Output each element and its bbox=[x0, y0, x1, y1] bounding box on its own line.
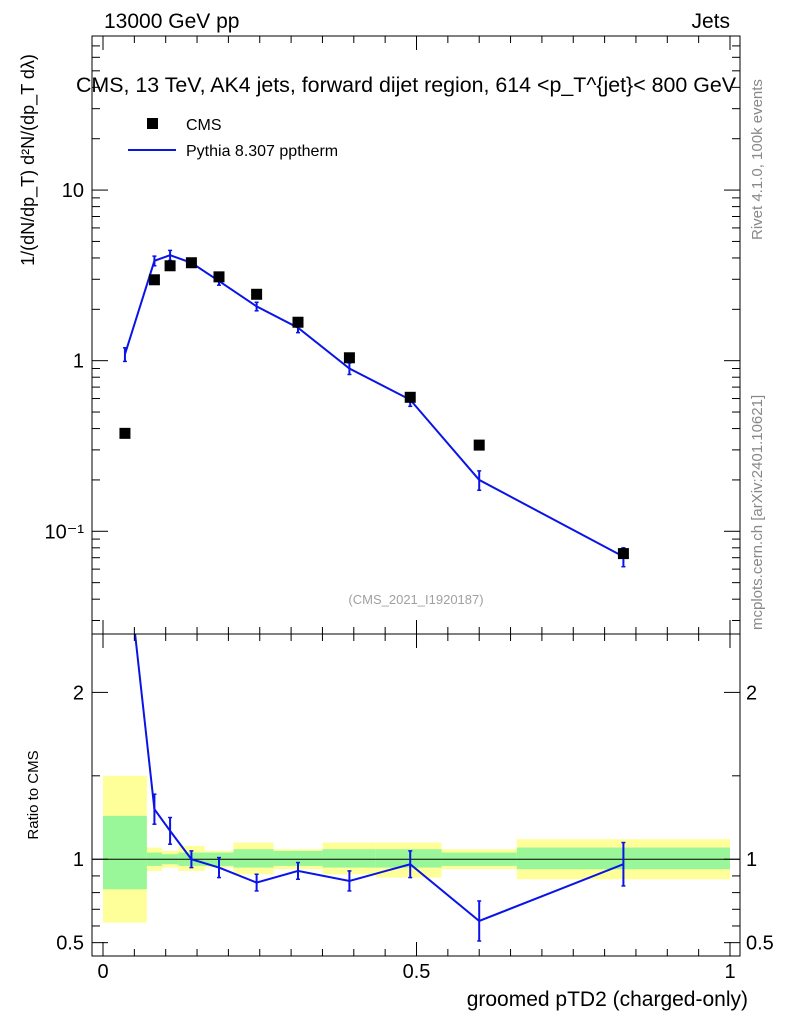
main-panel: 10⁻¹ 1 10 CMS, 13 TeV, AK4 jets, forward d… bbox=[18, 35, 741, 635]
stat-band-inner bbox=[322, 849, 376, 868]
uncertainty-bands bbox=[103, 775, 730, 923]
ratio-mc-series bbox=[134, 633, 626, 942]
main-title: CMS, 13 TeV, AK4 jets, forward dijet reg… bbox=[76, 74, 736, 97]
stat-band-inner bbox=[375, 849, 442, 868]
header-right: Jets bbox=[691, 10, 730, 33]
header: 13000 GeV pp Jets bbox=[104, 10, 730, 33]
data-series bbox=[119, 257, 629, 560]
stat-band-inner bbox=[103, 815, 147, 890]
stat-band-inner bbox=[233, 849, 274, 868]
ratio-frame bbox=[91, 633, 741, 957]
cms-data-point bbox=[213, 271, 225, 283]
ratio-ticks: 0.5 0.5 1 1 2 2 0 0.5 1 bbox=[56, 634, 774, 983]
ratio-y-tick-label: 1 bbox=[73, 849, 84, 871]
main-y-tick-label: 1 bbox=[73, 351, 84, 373]
x-tick-label: 0.5 bbox=[403, 961, 431, 983]
ratio-y-tick-label: 2 bbox=[73, 682, 84, 704]
cms-data-point bbox=[292, 316, 304, 328]
watermark: (CMS_2021_I1920187) bbox=[348, 592, 483, 607]
legend-cms-label: CMS bbox=[186, 117, 222, 134]
cms-data-point bbox=[148, 274, 160, 286]
cms-data-point bbox=[343, 352, 355, 364]
cms-data-point bbox=[119, 427, 131, 439]
ratio-panel: 0.5 0.5 1 1 2 2 0 0.5 1 Ratio to CMS groomed pTD… bbox=[25, 633, 774, 1011]
ratio-y-tick-label-right: 2 bbox=[746, 682, 757, 704]
main-y-tick-label: 10⁻¹ bbox=[45, 521, 85, 543]
cms-data-point bbox=[473, 439, 485, 451]
ratio-y-tick-label-right: 0.5 bbox=[746, 933, 774, 955]
main-y-tick-label: 10 bbox=[62, 180, 84, 202]
legend-cms-marker bbox=[147, 118, 158, 129]
ratio-y-axis-label: Ratio to CMS bbox=[25, 750, 42, 839]
rivet-label: Rivet 4.1.0, 100k events bbox=[749, 79, 766, 240]
ratio-y-tick-label: 0.5 bbox=[56, 933, 84, 955]
mc-series bbox=[122, 249, 626, 568]
stat-band-inner bbox=[273, 850, 323, 866]
ratio-y-tick-label-right: 1 bbox=[746, 849, 757, 871]
cms-data-point bbox=[251, 288, 263, 300]
mcplots-label: mcplots.cern.ch [arXiv:2401.10621] bbox=[749, 395, 766, 630]
cms-data-point bbox=[185, 257, 197, 269]
main-y-ticks: 10⁻¹ 1 10 bbox=[45, 35, 740, 634]
header-left: 13000 GeV pp bbox=[104, 10, 239, 33]
cms-data-point bbox=[164, 260, 176, 272]
side-labels: Rivet 4.1.0, 100k events mcplots.cern.ch… bbox=[749, 79, 766, 630]
mc-line bbox=[123, 254, 624, 558]
cms-data-point bbox=[404, 391, 416, 403]
cms-data-point bbox=[617, 548, 629, 560]
main-y-axis-label: 1/(dN/dp_T) d²N/(dp_T dλ) bbox=[18, 54, 39, 266]
legend-mc-label: Pythia 8.307 pptherm bbox=[186, 143, 338, 160]
legend: CMS Pythia 8.307 pptherm bbox=[128, 117, 338, 160]
x-axis-label: groomed pTD2 (charged-only) bbox=[467, 988, 748, 1011]
x-tick-label: 1 bbox=[724, 961, 735, 983]
x-tick-label: 0 bbox=[97, 961, 108, 983]
